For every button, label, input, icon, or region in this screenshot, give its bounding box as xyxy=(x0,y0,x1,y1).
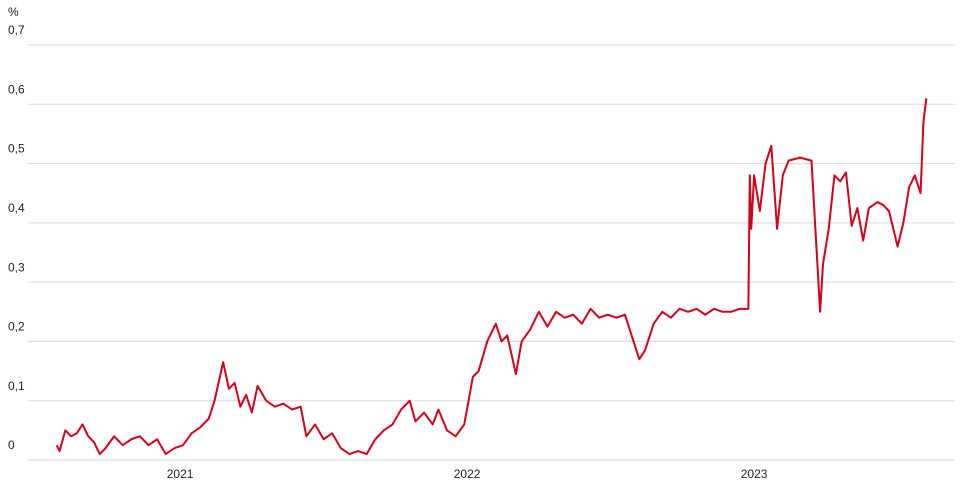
y-unit-label: % xyxy=(8,5,19,19)
y-tick-label: 0,7 xyxy=(8,23,25,37)
data-line xyxy=(55,98,928,456)
y-tick-label: 0,6 xyxy=(8,82,25,96)
x-tick-label: 2022 xyxy=(454,467,481,481)
y-tick-label: 0,4 xyxy=(8,201,25,215)
x-tick-label: 2023 xyxy=(741,467,768,481)
y-tick-label: 0,1 xyxy=(8,379,25,393)
y-tick-label: 0 xyxy=(8,438,15,452)
x-tick-label: 2021 xyxy=(167,467,194,481)
y-tick-label: 0,2 xyxy=(8,320,25,334)
y-tick-label: 0,5 xyxy=(8,142,25,156)
y-tick-label: 0,3 xyxy=(8,260,25,274)
